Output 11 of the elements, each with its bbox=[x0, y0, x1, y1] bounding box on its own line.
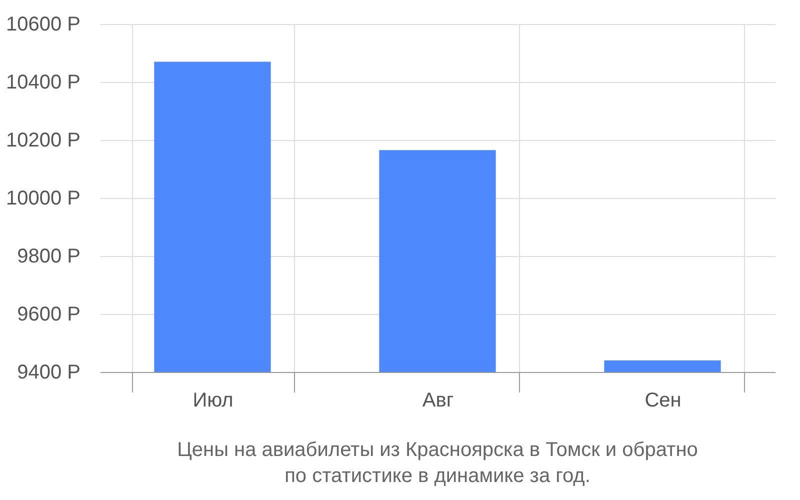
y-tick-label: 9400 Р bbox=[17, 362, 80, 384]
x-tick-label: Сен bbox=[644, 390, 682, 412]
y-tick-label: 9600 Р bbox=[17, 304, 80, 326]
y-tick-label: 10400 Р bbox=[6, 72, 80, 94]
y-tick-label: 9800 Р bbox=[17, 246, 80, 268]
x-tick-label: Авг bbox=[422, 390, 454, 412]
y-tick-label: 10000 Р bbox=[6, 188, 80, 210]
y-tick-label: 10600 Р bbox=[6, 14, 80, 36]
text: Цены на авиабилеты из Красноярска в Томск и обратно по статистике в динамике за год. bbox=[177, 439, 698, 487]
x-tick-label: Июл bbox=[192, 390, 234, 412]
y-tick-label: 10200 Р bbox=[6, 130, 80, 152]
